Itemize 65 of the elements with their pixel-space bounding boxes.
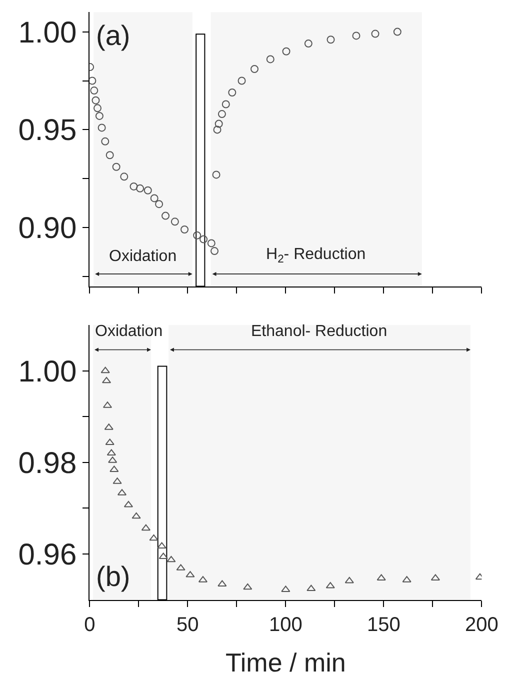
point (238, 76, 246, 85)
point (106, 151, 114, 160)
point (98, 124, 106, 132)
point (180, 226, 189, 234)
point (214, 120, 223, 128)
band-label: Ethanol- Reduction (251, 323, 388, 340)
point (155, 200, 164, 208)
y-tick-label: 0.96 (18, 538, 77, 572)
point (101, 137, 110, 146)
y-tick-label: 1.00 (18, 355, 77, 388)
point (162, 212, 170, 220)
point (228, 88, 236, 96)
y-tick-label: 0.98 (18, 446, 77, 480)
point (120, 172, 128, 181)
point (132, 512, 141, 519)
point (149, 534, 158, 541)
point (90, 76, 96, 85)
band-label: H$_{2}$- Reduction (266, 246, 366, 266)
annotation: (a) (96, 20, 130, 51)
annotation: (b) (96, 561, 130, 592)
point (94, 104, 102, 112)
point (136, 184, 144, 192)
point (326, 36, 335, 44)
y-tick-label: 0.90 (18, 212, 77, 246)
point (213, 126, 222, 134)
point (141, 524, 150, 531)
point (193, 231, 202, 240)
point (102, 376, 112, 384)
point (90, 86, 98, 95)
point (282, 47, 290, 56)
x-tick-label: 200 (465, 614, 498, 636)
point (304, 40, 312, 48)
point (344, 576, 354, 584)
point (222, 100, 230, 108)
x-tick-label: 0 (84, 614, 96, 636)
point (95, 112, 104, 120)
x-tick-label: 100 (268, 614, 302, 636)
point (170, 218, 179, 226)
point (200, 235, 208, 244)
y-tick-label: 0.95 (18, 114, 77, 148)
point (212, 170, 220, 179)
band-label: Oxidation (95, 323, 163, 340)
x-tick-label: 150 (366, 614, 400, 636)
point (130, 182, 138, 190)
point (207, 239, 216, 248)
x-tick-label: 50 (176, 614, 199, 636)
y-tick-label: 1.00 (18, 16, 77, 50)
point (393, 28, 402, 36)
point (166, 556, 176, 562)
point (352, 32, 360, 40)
point (144, 186, 152, 194)
band-label: Oxidation (109, 248, 177, 265)
point (371, 30, 380, 38)
point (218, 110, 226, 118)
point (250, 65, 259, 74)
point (112, 162, 120, 171)
point (266, 55, 274, 64)
point (92, 96, 100, 104)
x-axis-title: Time / min (225, 647, 346, 678)
point (210, 247, 219, 256)
point (306, 584, 316, 592)
point (124, 500, 134, 508)
point (243, 583, 252, 590)
point (150, 194, 158, 202)
point (100, 366, 110, 374)
